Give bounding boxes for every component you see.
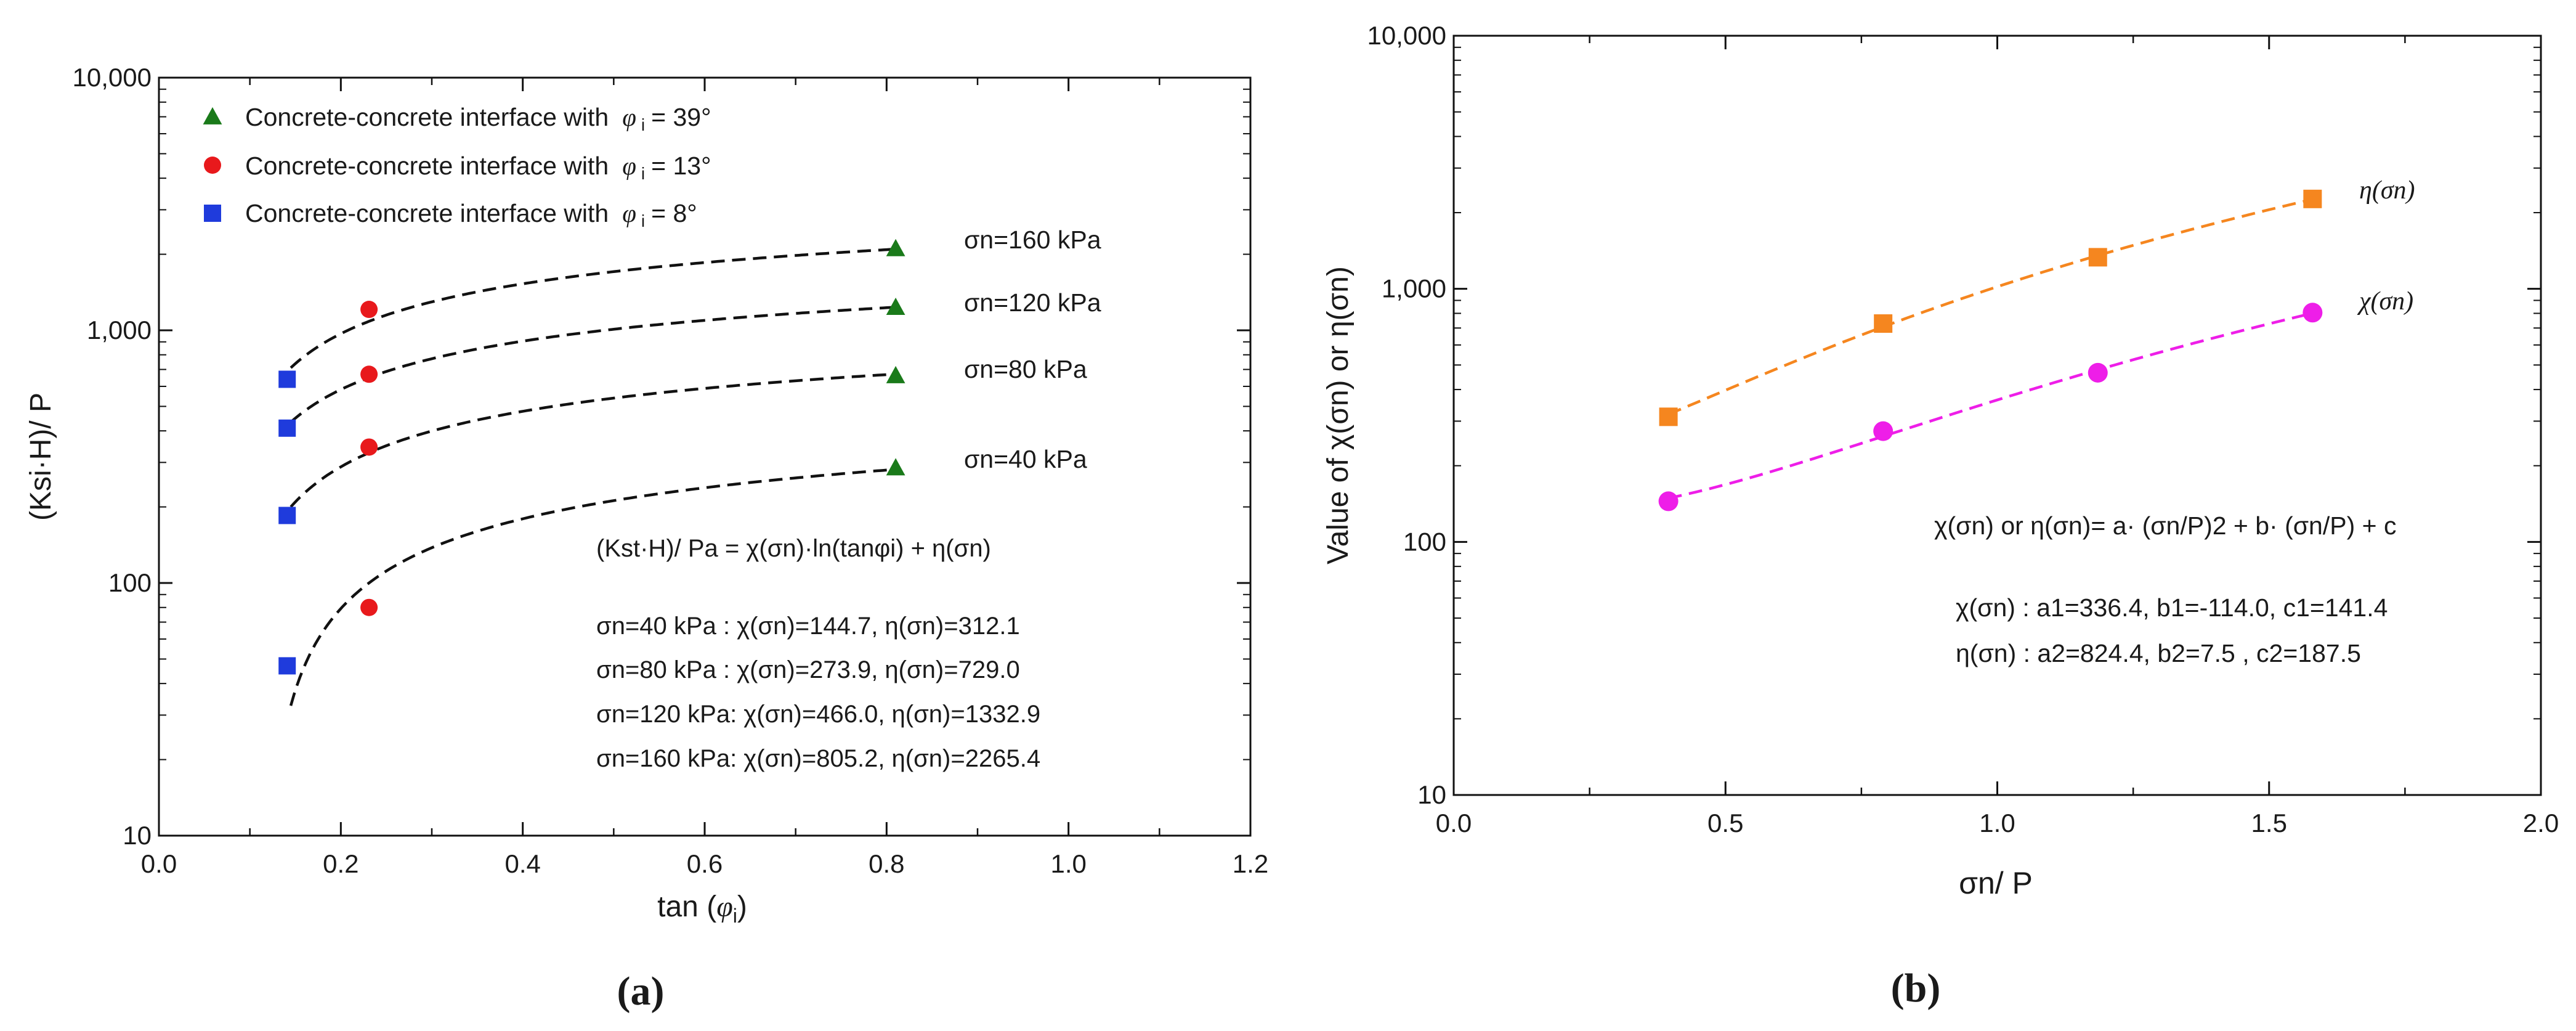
data-point-eta [1874,314,1893,333]
curve-label-120kpa: σn=120 kPa [964,288,1101,317]
data-point-square [278,419,296,437]
fit-curve-120kpa [290,306,896,423]
panel-a-x-tick-label: 0.2 [323,849,358,878]
param-line-chi: χ(σn) : a1=336.4, b1=-114.0, c1=141.4 [1956,593,2388,622]
panel-a-legend: Concrete-concrete interface with φ i = 39° … [203,103,711,230]
panel-b-y-tick-label: 10 [1417,780,1446,809]
panel-b-y-tick-label: 1,000 [1382,274,1446,303]
panel-a-y-tick-label: 1,000 [87,316,152,344]
series-label-eta: η(σn) [2359,176,2415,205]
panel-a-x-tick-label: 0.0 [141,849,177,878]
panel-b-x-tick-label: 0.5 [1707,809,1743,837]
panel-a-x-tick-label: 1.2 [1233,849,1268,878]
data-point-eta [2088,248,2107,267]
panel-a-plot-frame [158,76,1252,837]
param-line-eta: η(σn) : a2=824.4, b2=7.5 , c2=187.5 [1956,639,2361,667]
param-line-120kpa: σn=120 kPa: χ(σn)=466.0, η(σn)=1332.9 [596,701,1040,728]
panel-a-y-axis-label: (Ksi·H)/ P [25,393,57,521]
panel-a-x-axis-label: tan (φi) [657,890,747,927]
series-label-chi: χ(σn) [2357,287,2413,316]
panel-a-x-tick-label: 0.4 [504,849,540,878]
fit-curve-80kpa [290,372,896,508]
legend-item-13deg: Concrete-concrete interface with φ i = 13° [245,152,711,183]
data-point-chi [2303,303,2323,323]
panel-b-x-axis-label: σn/ P [1959,866,2033,900]
param-line-40kpa: σn=40 kPa : χ(σn)=144.7, η(σn)=312.1 [596,613,1020,640]
data-point-chi [1873,421,1894,441]
legend-marker-square [204,205,221,222]
curve-label-80kpa: σn=80 kPa [964,355,1087,383]
panel-b-y-tick-label: 100 [1403,527,1446,556]
data-point-chi [1658,491,1679,511]
legend-marker-triangle [203,107,222,124]
param-line-80kpa: σn=80 kPa : χ(σn)=273.9, η(σn)=729.0 [596,656,1020,683]
panel-a-equation: (Kst·H)/ Pa = χ(σn)·ln(tanφi) + η(σn) [596,535,991,562]
data-point-square [278,507,296,524]
panel-a-y-tick-label: 10,000 [73,63,152,92]
fit-curve-chi [1668,312,2313,500]
data-point-triangle [886,365,905,383]
fit-curve-eta [1667,198,2313,416]
panel-a-x-tick-label: 0.8 [869,849,904,878]
panel-b-x-tick-label: 2.0 [2523,809,2559,837]
panel-a-label: (a) [617,969,665,1014]
data-point-triangle [886,298,905,316]
data-point-circle [360,301,378,319]
curve-label-160kpa: σn=160 kPa [964,226,1101,254]
fit-curve-160kpa [290,248,896,369]
panel-b-x-tick-label: 1.5 [2251,809,2287,837]
panel-a-y-tick-label: 10 [123,821,152,850]
legend-marker-circle [204,157,221,174]
fit-curve-40kpa [289,468,896,706]
data-point-square [278,370,296,388]
panel-b-label: (b) [1891,966,1941,1011]
data-point-triangle [886,458,905,476]
panel-b-y-axis-label: Value of χ(σn) or η(σn) [1322,266,1355,564]
panel-b-x-tick-label: 0.0 [1436,809,1472,837]
legend-item-39deg: Concrete-concrete interface with φ i = 39° [245,103,711,134]
data-point-eta [2303,189,2322,208]
panel-b-plot-frame [1452,35,2542,796]
data-point-eta [1659,407,1678,426]
panel-a-y-tick-label: 100 [108,568,152,597]
panel-a-x-tick-label: 1.0 [1050,849,1086,878]
legend-item-8deg: Concrete-concrete interface with φ i = 8° [245,199,697,230]
data-point-triangle [886,238,905,256]
panel-a-chart: 0.0 0.2 0.4 0.6 0.8 1.0 1.2 10 100 1,000 10,000 Co… [25,63,1268,1014]
data-point-square [278,657,296,675]
data-point-circle [360,365,378,383]
data-point-circle [360,438,378,456]
panel-b-equation: χ(σn) or η(σn)= a· (σn/P)2 + b· (σn/P) +… [1934,511,2396,540]
data-point-circle [360,598,378,616]
panel-b-x-tick-label: 1.0 [1979,809,2015,837]
panel-b-chart: 0.0 0.5 1.0 1.5 2.0 10 100 1,000 10,000 η(σn) χ(… [1322,21,2559,1011]
data-point-chi [2088,362,2108,383]
panel-b-y-tick-label: 10,000 [1367,21,1446,50]
param-line-160kpa: σn=160 kPa: χ(σn)=805.2, η(σn)=2265.4 [596,745,1040,772]
curve-label-40kpa: σn=40 kPa [964,445,1087,473]
panel-a-x-tick-label: 0.6 [687,849,723,878]
